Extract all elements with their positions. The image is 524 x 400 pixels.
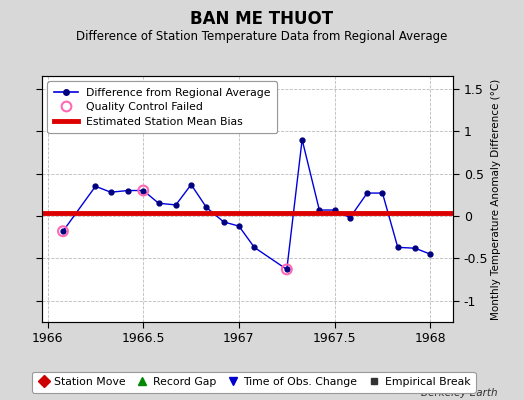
Text: Difference of Station Temperature Data from Regional Average: Difference of Station Temperature Data f… xyxy=(77,30,447,43)
Legend: Station Move, Record Gap, Time of Obs. Change, Empirical Break: Station Move, Record Gap, Time of Obs. C… xyxy=(31,372,476,392)
Point xyxy=(59,228,67,234)
Text: BAN ME THUOT: BAN ME THUOT xyxy=(190,10,334,28)
Y-axis label: Monthly Temperature Anomaly Difference (°C): Monthly Temperature Anomaly Difference (… xyxy=(491,78,501,320)
Text: Berkeley Earth: Berkeley Earth xyxy=(421,388,498,398)
Point xyxy=(282,266,291,273)
Legend: Difference from Regional Average, Quality Control Failed, Estimated Station Mean: Difference from Regional Average, Qualit… xyxy=(47,82,277,133)
Point xyxy=(139,187,148,194)
